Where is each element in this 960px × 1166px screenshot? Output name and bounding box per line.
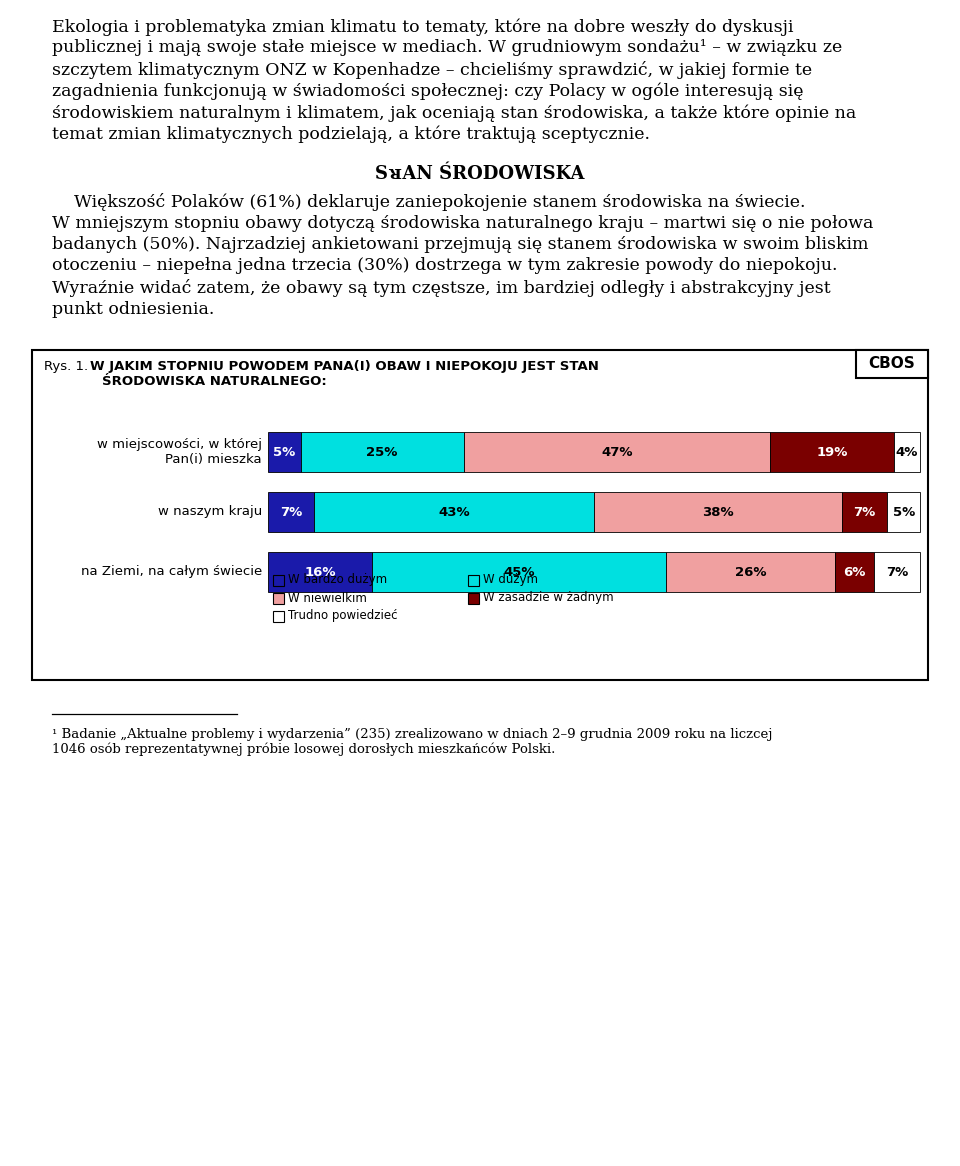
Bar <box>314 492 594 532</box>
Text: 1046 osób reprezentatywnej próbie losowej dorosłych mieszkańców Polski.: 1046 osób reprezentatywnej próbie losowe… <box>52 743 556 757</box>
Text: Wyraźnie widać zatem, że obawy są tym częstsze, im bardziej odległy i abstrakcyj: Wyraźnie widać zatem, że obawy są tym cz… <box>52 279 830 297</box>
Text: 38%: 38% <box>702 506 733 519</box>
Text: na Ziemi, na całym świecie: na Ziemi, na całym świecie <box>81 566 262 578</box>
Text: Trudno powiedzieć: Trudno powiedzieć <box>288 610 397 623</box>
Bar <box>856 350 928 378</box>
Bar <box>770 431 894 472</box>
Text: 6%: 6% <box>844 566 866 578</box>
Bar <box>300 431 464 472</box>
Bar <box>273 575 284 585</box>
Text: ŚRODOWISKA NATURALNEGO:: ŚRODOWISKA NATURALNEGO: <box>102 375 326 388</box>
Bar <box>468 592 479 604</box>
Bar <box>273 611 284 621</box>
Bar <box>875 552 920 592</box>
Text: w miejscowości, w której
Pan(i) mieszka: w miejscowości, w której Pan(i) mieszka <box>97 438 262 466</box>
Bar <box>268 431 300 472</box>
Bar <box>268 552 372 592</box>
Bar <box>835 552 875 592</box>
Text: 26%: 26% <box>734 566 766 578</box>
Text: temat zmian klimatycznych podzielają, a które traktują sceptycznie.: temat zmian klimatycznych podzielają, a … <box>52 126 650 143</box>
Text: otoczeniu – niepełna jedna trzecia (30%) dostrzega w tym zakresie powody do niep: otoczeniu – niepełna jedna trzecia (30%)… <box>52 258 837 274</box>
Bar <box>32 350 928 680</box>
Text: W mniejszym stopniu obawy dotyczą środowiska naturalnego kraju – martwi się o ni: W mniejszym stopniu obawy dotyczą środow… <box>52 215 874 232</box>
Text: 7%: 7% <box>853 506 876 519</box>
Bar <box>372 552 665 592</box>
Text: CBOS: CBOS <box>869 357 916 372</box>
Bar <box>894 431 920 472</box>
Text: 45%: 45% <box>503 566 535 578</box>
Bar <box>468 575 479 585</box>
Text: badanych (50%). Najrzadziej ankietowani przejmują się stanem środowiska w swoim : badanych (50%). Najrzadziej ankietowani … <box>52 236 869 253</box>
Text: Większość Polaków (61%) deklaruje zaniepokojenie stanem środowiska na świecie.: Większość Polaków (61%) deklaruje zaniep… <box>52 194 805 211</box>
Text: publicznej i mają swoje stałe miejsce w mediach. W grudniowym sondażu¹ – w związ: publicznej i mają swoje stałe miejsce w … <box>52 40 842 56</box>
Text: w naszym kraju: w naszym kraju <box>157 506 262 519</box>
Text: punkt odniesienia.: punkt odniesienia. <box>52 301 214 317</box>
Text: 5%: 5% <box>893 506 915 519</box>
Text: Rys. 1.: Rys. 1. <box>44 360 92 373</box>
Text: 25%: 25% <box>367 445 397 458</box>
Text: 47%: 47% <box>601 445 633 458</box>
Text: zagadnienia funkcjonują w świadomości społecznej: czy Polacy w ogóle interesują : zagadnienia funkcjonują w świadomości sp… <box>52 83 804 100</box>
Text: ¹ Badanie „Aktualne problemy i wydarzenia” (235) zrealizowano w dniach 2–9 grudn: ¹ Badanie „Aktualne problemy i wydarzeni… <box>52 728 773 742</box>
Text: 16%: 16% <box>304 566 336 578</box>
Bar <box>268 492 314 532</box>
Text: 7%: 7% <box>886 566 908 578</box>
Text: Ekologia i problematyka zmian klimatu to tematy, które na dobre weszły do dyskus: Ekologia i problematyka zmian klimatu to… <box>52 17 794 35</box>
Text: 43%: 43% <box>438 506 469 519</box>
Text: W niewielkim: W niewielkim <box>288 591 367 604</box>
Text: szczytem klimatycznym ONZ w Kopenhadze – chcieliśmy sprawdzić, w jakiej formie t: szczytem klimatycznym ONZ w Kopenhadze –… <box>52 61 812 79</box>
Text: 4%: 4% <box>896 445 918 458</box>
Bar <box>665 552 835 592</box>
Text: W zasadzie w żadnym: W zasadzie w żadnym <box>483 591 613 604</box>
Text: 7%: 7% <box>279 506 302 519</box>
Text: W bardzo dużym: W bardzo dużym <box>288 574 387 586</box>
Text: SᴚAN ŚRODOWISKA: SᴚAN ŚRODOWISKA <box>375 166 585 183</box>
Text: środowiskiem naturalnym i klimatem, jak oceniają stan środowiska, a także które : środowiskiem naturalnym i klimatem, jak … <box>52 104 856 121</box>
Text: W JAKIM STOPNIU POWODEM PANA(I) OBAW I NIEPOKOJU JEST STAN: W JAKIM STOPNIU POWODEM PANA(I) OBAW I N… <box>90 360 599 373</box>
Text: 5%: 5% <box>274 445 296 458</box>
Bar <box>464 431 770 472</box>
Bar <box>887 492 920 532</box>
Bar <box>594 492 842 532</box>
Bar <box>273 592 284 604</box>
Bar <box>842 492 887 532</box>
Text: 19%: 19% <box>816 445 848 458</box>
Text: W dużym: W dużym <box>483 574 538 586</box>
